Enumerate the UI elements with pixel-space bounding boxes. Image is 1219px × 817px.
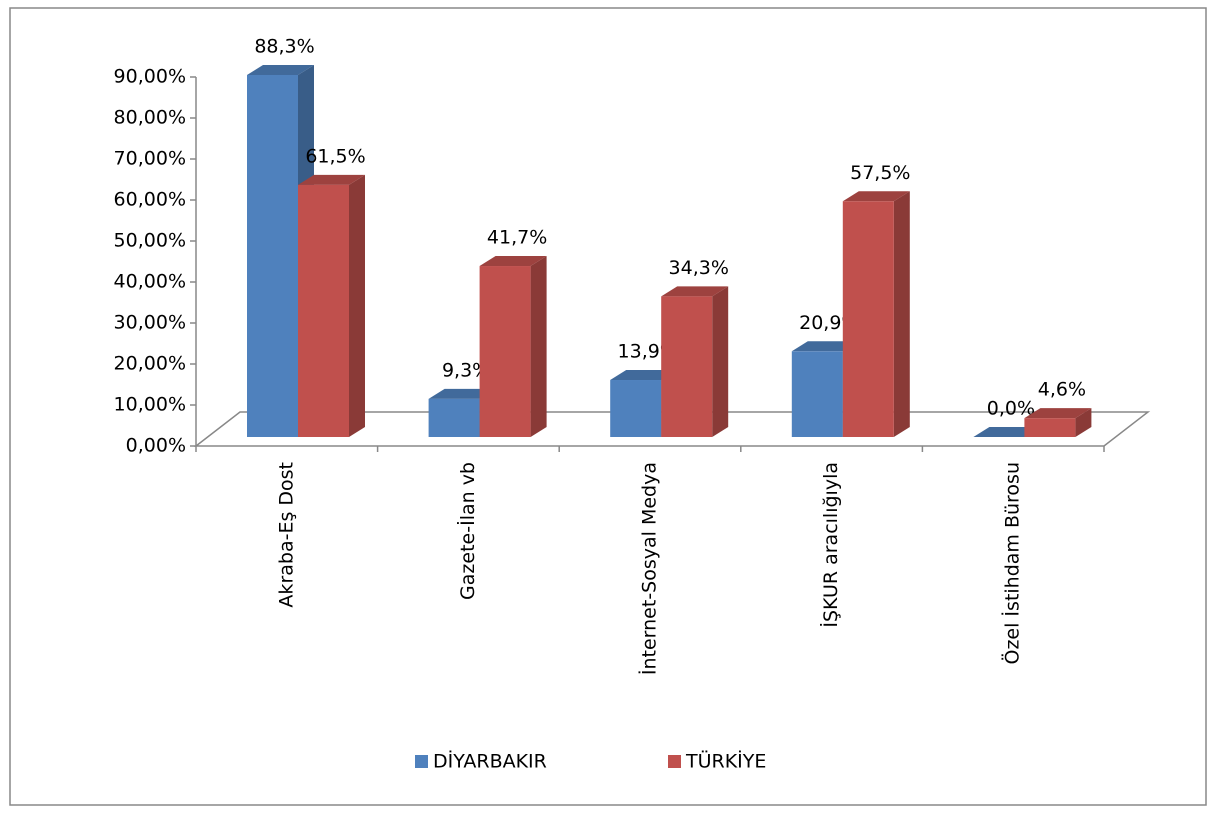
bar-top (428, 388, 496, 399)
bar-top (791, 341, 859, 352)
value-label: 9,3% (442, 359, 490, 381)
x-tick-label: İŞKUR aracılığıyla (819, 462, 842, 628)
bar-side (893, 191, 910, 437)
value-label: 88,3% (254, 35, 314, 57)
bar-side (712, 286, 729, 437)
y-tick-label: 30,00% (114, 312, 186, 334)
bar (428, 398, 480, 437)
value-label: 34,3% (669, 257, 729, 279)
y-tick-label: 90,00% (114, 66, 186, 88)
legend-label: DİYARBAKIR (433, 750, 547, 773)
y-tick-label: 70,00% (114, 148, 186, 170)
y-tick-label: 60,00% (114, 189, 186, 211)
bar (247, 74, 298, 437)
bar-top (661, 286, 729, 297)
legend-label: TÜRKİYE (685, 750, 766, 773)
bar (479, 266, 531, 437)
y-tick-label: 50,00% (114, 230, 186, 252)
value-label: 4,6% (1038, 379, 1086, 401)
bar (610, 380, 662, 437)
y-tick-label: 20,00% (114, 353, 186, 375)
bar-side (530, 256, 547, 437)
x-tick-label: Gazete-İlan vb (456, 462, 479, 600)
bar-top (973, 427, 1041, 437)
bar-top (298, 174, 365, 185)
x-tick-label: Özel İstihdam Bürosu (1001, 462, 1024, 665)
legend-swatch (668, 755, 681, 768)
bar (791, 351, 843, 437)
value-label: 57,5% (850, 162, 910, 184)
x-tick-label: İnternet-Sosyal Medya (638, 462, 661, 675)
bar (842, 201, 894, 437)
bar-side (1075, 408, 1092, 437)
bar-top (1024, 408, 1092, 419)
chart-border (9, 7, 1207, 806)
y-tick-label: 80,00% (114, 107, 186, 129)
bar (661, 296, 713, 437)
bar-top (842, 191, 910, 202)
bar-top (247, 64, 314, 75)
floor (193, 411, 1151, 447)
bar (1024, 418, 1076, 437)
y-tick-label: 0,00% (126, 435, 186, 457)
value-label: 41,7% (487, 227, 547, 249)
y-tick-label: 10,00% (114, 394, 186, 416)
x-tick-label: Akraba-Eş Dost (275, 462, 297, 608)
value-label: 0,0% (987, 398, 1035, 420)
legend-swatch (415, 755, 428, 768)
y-tick-label: 40,00% (114, 271, 186, 293)
bar (298, 184, 349, 437)
value-label: 61,5% (305, 145, 365, 167)
bar-top (610, 370, 678, 381)
bar-side (349, 174, 365, 437)
bar-top (479, 256, 547, 267)
